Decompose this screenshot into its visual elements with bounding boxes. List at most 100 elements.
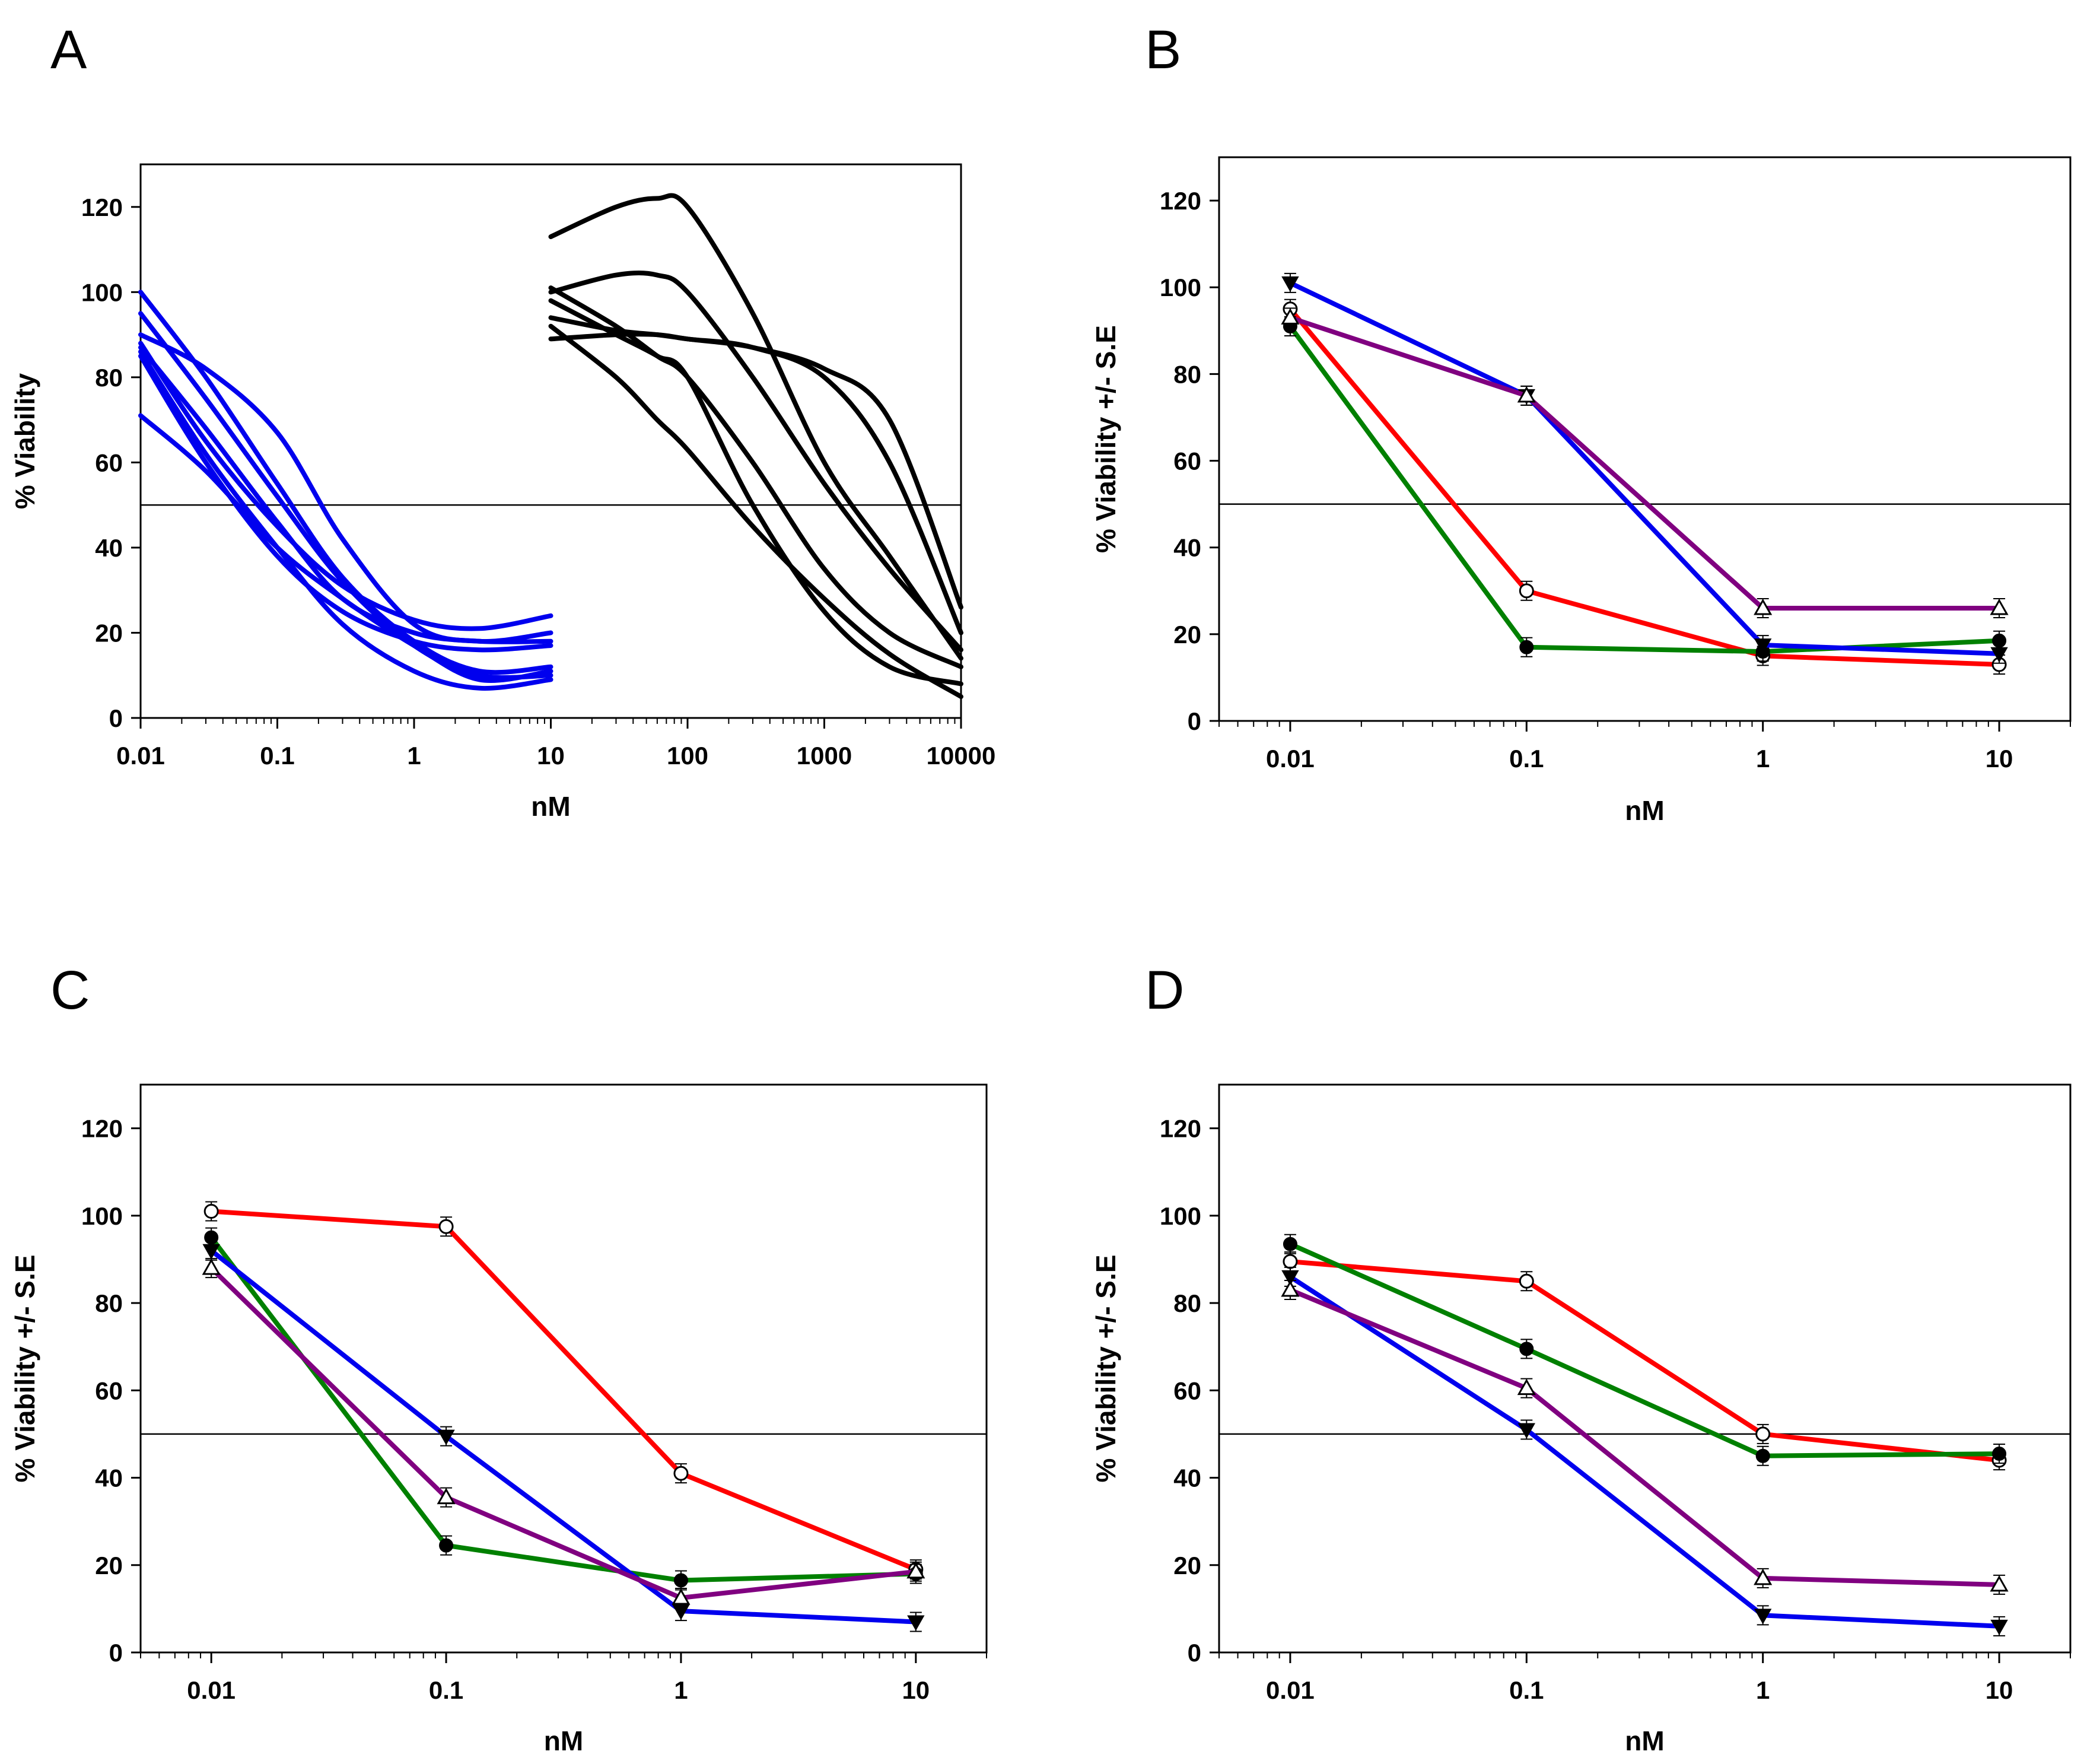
data-point-blue-filled-triangle-down (1517, 1423, 1536, 1439)
y-tick-label: 0 (109, 1639, 123, 1667)
y-tick-label: 40 (1173, 1464, 1201, 1492)
y-tick-label: 0 (1188, 1639, 1201, 1667)
series-line-red-open-circle (209, 1209, 918, 1572)
series-line-blue-curve-6 (138, 349, 553, 691)
x-axis-title: nM (544, 1725, 583, 1756)
data-point-red-open-circle (673, 1466, 689, 1481)
data-point-purple-open-triangle-up (906, 1562, 925, 1579)
data-point-purple-open-triangle-up (1754, 1568, 1773, 1585)
series-line-black-curve-7 (548, 332, 963, 610)
series-line-blue-curve-7 (138, 354, 553, 653)
data-point-green-filled-circle (1755, 1448, 1770, 1463)
data-point-blue-filled-triangle-down (1754, 638, 1772, 654)
data-point-blue-filled-triangle-down (1990, 1619, 2008, 1635)
x-tick-label: 0.1 (1509, 1676, 1544, 1704)
y-tick-label: 60 (1173, 447, 1201, 475)
y-axis-title: % Viability (9, 373, 40, 509)
series-line-purple-open-triangle-up (1287, 315, 2002, 611)
y-tick-label: 40 (95, 534, 123, 562)
series-line-red-open-circle (1287, 1259, 2002, 1463)
data-point-green-filled-circle (1992, 1447, 2007, 1461)
data-point-blue-filled-triangle-down (202, 1244, 220, 1260)
x-tick-label: 0.01 (116, 742, 165, 770)
y-tick-label: 120 (1160, 187, 1201, 215)
series-line-green-filled-circle (209, 1235, 918, 1583)
series-line-black-curve-2 (548, 271, 963, 653)
y-axis-title: % Viability +/- S.E (1090, 325, 1121, 553)
data-point-blue-filled-triangle-down (437, 1429, 455, 1445)
data-point-green-filled-circle (439, 1538, 454, 1553)
data-point-red-open-circle (1755, 1426, 1771, 1442)
data-point-red-open-circle (1283, 1254, 1298, 1269)
series-line-blue-curve-4 (138, 341, 553, 631)
x-tick-label: 1 (1756, 745, 1770, 773)
y-tick-label: 20 (95, 1552, 123, 1579)
x-axis-title: nM (1625, 795, 1664, 826)
y-tick-label: 0 (1188, 707, 1201, 735)
panel-letter: D (1145, 960, 1184, 1021)
series-line-blue-curve-2 (138, 311, 553, 680)
x-tick-label: 10000 (927, 742, 996, 770)
data-point-purple-open-triangle-up (437, 1488, 456, 1505)
data-point-green-filled-circle (1519, 1342, 1534, 1356)
data-point-purple-open-triangle-up (202, 1258, 221, 1275)
y-tick-label: 0 (109, 704, 123, 732)
plot-frame (1218, 156, 2072, 722)
y-tick-label: 120 (1160, 1115, 1201, 1143)
x-tick-label: 100 (667, 742, 708, 770)
x-tick-label: 0.1 (260, 742, 294, 770)
panel-letter: B (1145, 20, 1181, 80)
y-tick-label: 120 (81, 1115, 123, 1143)
data-point-red-open-circle (203, 1203, 219, 1219)
data-point-purple-open-triangle-up (1281, 308, 1300, 325)
panel-a: A 0 20 40 60 80 100 120 0.01 0.1 1 10 100 1000 10000 nM… (9, 20, 995, 822)
x-tick-label: 0.1 (429, 1676, 463, 1704)
plot-frame (139, 1083, 988, 1654)
data-point-purple-open-triangle-up (672, 1588, 691, 1605)
x-tick-label: 0.01 (187, 1676, 236, 1704)
panel-d: D 0 20 40 60 80 100 120 0.01 0.1 1 10 nM % Viability … (1090, 960, 2072, 1756)
y-tick-label: 60 (95, 1377, 123, 1404)
series-line-red-open-circle (1287, 306, 2002, 667)
panel-b: B 0 20 40 60 80 100 120 0.01 0.1 1 10 nM % Viability … (1090, 20, 2072, 826)
y-tick-label: 80 (1173, 360, 1201, 388)
y-tick-label: 20 (1173, 1552, 1201, 1579)
data-point-green-filled-circle (1283, 1237, 1297, 1251)
panel-c: C 0 20 40 60 80 100 120 0.01 0.1 1 10 nM % Viability … (9, 960, 988, 1756)
data-point-purple-open-triangle-up (1281, 1280, 1300, 1297)
x-axis-title: nM (1625, 1725, 1664, 1756)
x-tick-label: 1 (407, 742, 421, 770)
y-tick-label: 20 (95, 619, 123, 647)
y-tick-label: 80 (95, 364, 123, 392)
data-point-blue-filled-triangle-down (1281, 1270, 1299, 1286)
y-axis-title: % Viability +/- S.E (9, 1255, 40, 1483)
series-line-purple-open-triangle-up (1287, 1288, 2002, 1587)
data-point-blue-filled-triangle-down (1990, 647, 2008, 663)
data-point-purple-open-triangle-up (1754, 598, 1773, 615)
y-axis-title: % Viability +/- S.E (1090, 1255, 1121, 1483)
y-tick-label: 20 (1173, 621, 1201, 649)
x-tick-label: 10 (537, 742, 565, 770)
y-tick-label: 80 (95, 1289, 123, 1317)
x-tick-label: 1000 (797, 742, 852, 770)
series-line-green-filled-circle (1287, 324, 2002, 654)
x-tick-label: 0.01 (1266, 1676, 1315, 1704)
series-line-blue-curve-1 (138, 290, 553, 675)
x-tick-label: 10 (902, 1676, 930, 1704)
series-line-green-filled-circle (1287, 1241, 2002, 1458)
plot-frame (1218, 1083, 2072, 1654)
series-line-black-curve-6 (548, 323, 963, 700)
y-tick-label: 40 (1173, 534, 1201, 562)
data-point-red-open-circle (1519, 1273, 1534, 1289)
y-tick-label: 100 (81, 278, 123, 306)
x-tick-label: 1 (1756, 1676, 1770, 1704)
data-point-green-filled-circle (1519, 640, 1534, 654)
panel-letter: A (50, 20, 87, 80)
x-axis-title: nM (531, 791, 570, 822)
y-tick-label: 60 (95, 449, 123, 476)
data-point-green-filled-circle (673, 1573, 688, 1588)
y-tick-label: 120 (81, 193, 123, 221)
x-tick-label: 0.01 (1266, 745, 1315, 773)
x-tick-label: 0.1 (1509, 745, 1544, 773)
